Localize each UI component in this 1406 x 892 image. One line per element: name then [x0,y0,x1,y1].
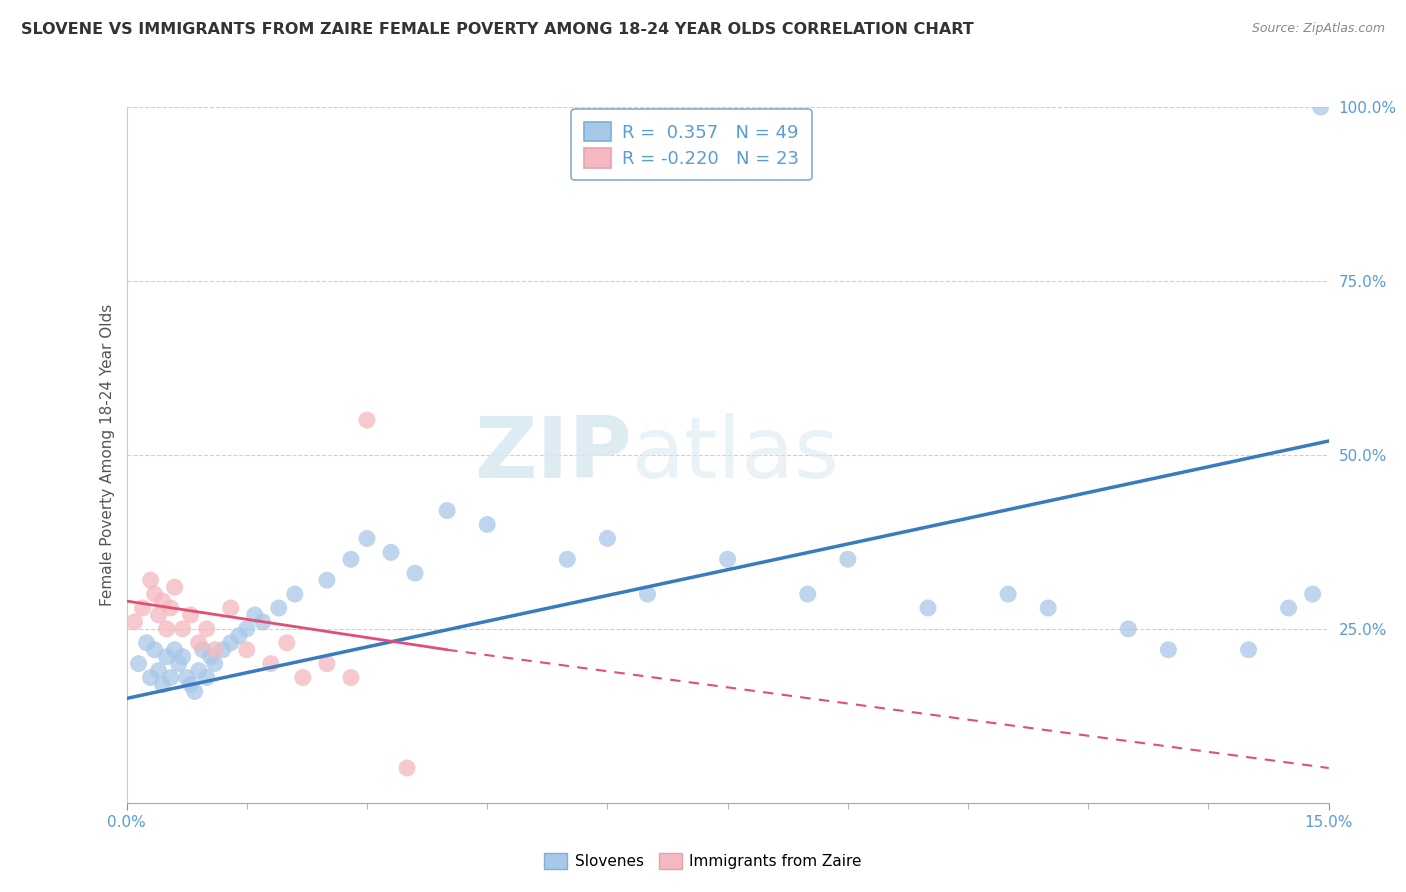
Point [340,671,363,685]
Point [716,552,740,566]
Point [475,517,498,532]
Point [200,649,222,664]
Point [917,601,939,615]
Text: Source: ZipAtlas.com: Source: ZipAtlas.com [1251,22,1385,36]
Point [195,671,218,685]
Point [997,587,1019,601]
Point [276,636,298,650]
Point [267,601,290,615]
Point [252,615,274,629]
Point [152,594,174,608]
Point [148,664,170,678]
Point [139,573,162,587]
Point [139,671,162,685]
Point [340,552,363,566]
Point [555,552,579,566]
Point [315,573,337,587]
Point [155,649,177,664]
Point [148,607,170,622]
Point [163,580,186,594]
Point [172,649,194,664]
Point [167,657,190,671]
Point [135,636,157,650]
Point [436,503,458,517]
Point [152,677,174,691]
Point [176,671,198,685]
Point [235,642,259,657]
Point [228,629,250,643]
Text: atlas: atlas [631,413,839,497]
Text: SLOVENE VS IMMIGRANTS FROM ZAIRE FEMALE POVERTY AMONG 18-24 YEAR OLDS CORRELATIO: SLOVENE VS IMMIGRANTS FROM ZAIRE FEMALE … [21,22,974,37]
Point [837,552,859,566]
Point [143,642,166,657]
Point [1309,100,1331,114]
Point [796,587,818,601]
Point [159,601,181,615]
Point [235,622,259,636]
Point [219,636,242,650]
Point [1038,601,1060,615]
Point [187,664,209,678]
Point [1157,642,1180,657]
Legend: R =  0.357   N = 49, R = -0.220   N = 23: R = 0.357 N = 49, R = -0.220 N = 23 [571,109,811,180]
Point [1277,601,1299,615]
Point [291,671,314,685]
Point [243,607,266,622]
Point [211,642,233,657]
Point [204,642,226,657]
Point [131,601,153,615]
Point [172,622,194,636]
Point [1118,622,1140,636]
Point [195,622,218,636]
Point [124,615,146,629]
Point [183,684,205,698]
Point [356,532,378,546]
Point [128,657,150,671]
Point [1237,642,1260,657]
Point [356,413,378,427]
Point [159,671,181,685]
Y-axis label: Female Poverty Among 18-24 Year Olds: Female Poverty Among 18-24 Year Olds [100,304,115,606]
Legend: Slovenes, Immigrants from Zaire: Slovenes, Immigrants from Zaire [538,847,868,875]
Point [260,657,283,671]
Point [155,622,177,636]
Point [163,642,186,657]
Point [187,636,209,650]
Point [596,532,619,546]
Point [219,601,242,615]
Point [315,657,337,671]
Point [380,545,402,559]
Point [180,677,202,691]
Point [180,607,202,622]
Point [404,566,426,581]
Point [636,587,658,601]
Point [396,761,419,775]
Point [284,587,307,601]
Point [143,587,166,601]
Point [204,657,226,671]
Text: ZIP: ZIP [474,413,631,497]
Point [1302,587,1324,601]
Point [191,642,214,657]
